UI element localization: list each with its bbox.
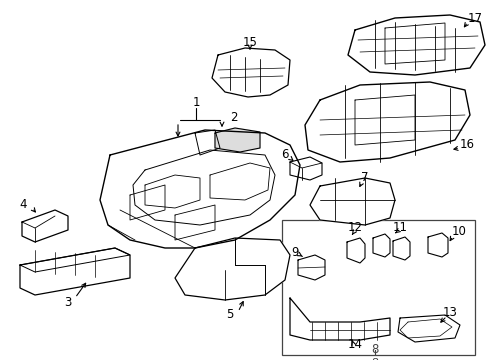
Polygon shape <box>309 178 394 225</box>
Text: 13: 13 <box>442 306 457 319</box>
Text: 15: 15 <box>242 36 257 49</box>
Polygon shape <box>372 234 389 257</box>
Text: 1: 1 <box>192 95 199 108</box>
Polygon shape <box>289 298 389 340</box>
Text: 7: 7 <box>361 171 368 184</box>
Polygon shape <box>212 48 289 97</box>
Polygon shape <box>100 130 299 248</box>
Polygon shape <box>305 82 469 162</box>
Polygon shape <box>297 255 325 280</box>
Text: 8: 8 <box>370 343 378 356</box>
Text: 12: 12 <box>347 221 362 234</box>
Polygon shape <box>346 238 364 263</box>
Text: 6: 6 <box>281 148 288 162</box>
Text: 5: 5 <box>226 309 233 321</box>
Text: 9: 9 <box>291 246 298 258</box>
Polygon shape <box>347 15 484 75</box>
Polygon shape <box>175 238 289 300</box>
Text: 3: 3 <box>64 296 72 309</box>
Text: 11: 11 <box>392 221 407 234</box>
Polygon shape <box>20 248 130 295</box>
Text: 17: 17 <box>467 12 482 24</box>
Text: 16: 16 <box>459 139 474 152</box>
Polygon shape <box>289 157 321 180</box>
Text: 10: 10 <box>451 225 466 238</box>
Text: 4: 4 <box>19 198 27 211</box>
Polygon shape <box>392 237 409 260</box>
Polygon shape <box>397 315 459 342</box>
Polygon shape <box>22 210 68 242</box>
Bar <box>282 220 474 355</box>
Text: 8: 8 <box>371 358 378 360</box>
Text: 14: 14 <box>347 338 362 351</box>
Text: 2: 2 <box>229 112 237 125</box>
Polygon shape <box>215 128 260 152</box>
Polygon shape <box>427 233 447 257</box>
